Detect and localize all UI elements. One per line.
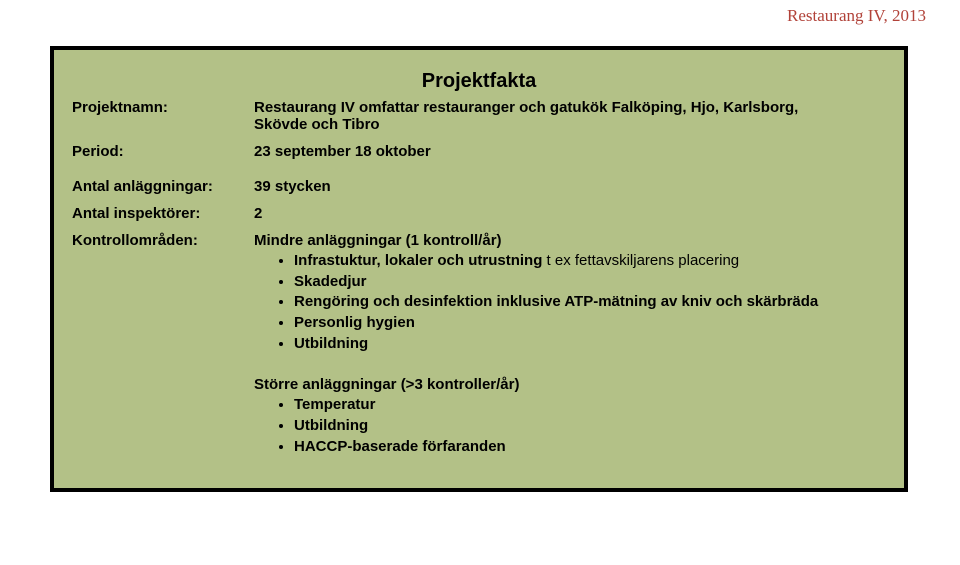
- section1-heading: Mindre anläggningar (1 kontroll/år): [254, 232, 886, 249]
- page-header: Restaurang IV, 2013: [787, 6, 926, 26]
- label-inspektorer: Antal inspektörer:: [72, 205, 254, 222]
- label-projektnamn: Projektnamn:: [72, 99, 254, 116]
- list-item: Infrastuktur, lokaler och utrustning t e…: [294, 251, 886, 272]
- list-item: Utbildning: [294, 334, 886, 355]
- section2-heading: Större anläggningar (>3 kontroller/år): [254, 376, 886, 393]
- item-main: Utbildning: [294, 335, 368, 352]
- item-main: Utbildning: [294, 417, 368, 434]
- label-anlaggningar: Antal anläggningar:: [72, 178, 254, 195]
- value-projektnamn-line2: Skövde och Tibro: [254, 116, 886, 133]
- content-panel: Projektfakta Projektnamn: Restaurang IV …: [54, 50, 904, 488]
- list-item: HACCP-baserade förfaranden: [294, 437, 886, 458]
- item-main: Skadedjur: [294, 273, 367, 290]
- item-main: Personlig hygien: [294, 314, 415, 331]
- item-main: HACCP-baserade förfaranden: [294, 438, 506, 455]
- section-gap: [254, 354, 886, 376]
- row-period: Period: 23 september 18 oktober: [72, 143, 886, 160]
- item-main: Rengöring och desinfektion inklusive ATP…: [294, 293, 818, 310]
- list-item: Utbildning: [294, 416, 886, 437]
- row-kontrollomraden: Kontrollområden: Mindre anläggningar (1 …: [72, 232, 886, 458]
- list-item: Rengöring och desinfektion inklusive ATP…: [294, 292, 886, 313]
- label-kontrollomraden: Kontrollområden:: [72, 232, 254, 249]
- value-projektnamn-line1: Restaurang IV omfattar restauranger och …: [254, 99, 886, 116]
- section2-list: Temperatur Utbildning HACCP-baserade för…: [254, 395, 886, 457]
- list-item: Personlig hygien: [294, 313, 886, 334]
- section1-list: Infrastuktur, lokaler och utrustning t e…: [254, 251, 886, 354]
- value-inspektorer: 2: [254, 205, 886, 222]
- label-period: Period:: [72, 143, 254, 160]
- item-note: t ex fettavskiljarens placering: [547, 252, 740, 269]
- list-item: Skadedjur: [294, 272, 886, 293]
- list-item: Temperatur: [294, 395, 886, 416]
- row-inspektorer: Antal inspektörer: 2: [72, 205, 886, 222]
- row-anlaggningar: Antal anläggningar: 39 stycken: [72, 178, 886, 195]
- value-projektnamn: Restaurang IV omfattar restauranger och …: [254, 99, 886, 133]
- panel-title: Projektfakta: [72, 70, 886, 93]
- outer-frame: Projektfakta Projektnamn: Restaurang IV …: [50, 46, 908, 492]
- item-main: Temperatur: [294, 396, 375, 413]
- item-main: Infrastuktur, lokaler och utrustning: [294, 252, 547, 269]
- value-anlaggningar: 39 stycken: [254, 178, 886, 195]
- value-kontrollomraden: Mindre anläggningar (1 kontroll/år) Infr…: [254, 232, 886, 458]
- value-period: 23 september 18 oktober: [254, 143, 886, 160]
- row-projektnamn: Projektnamn: Restaurang IV omfattar rest…: [72, 99, 886, 133]
